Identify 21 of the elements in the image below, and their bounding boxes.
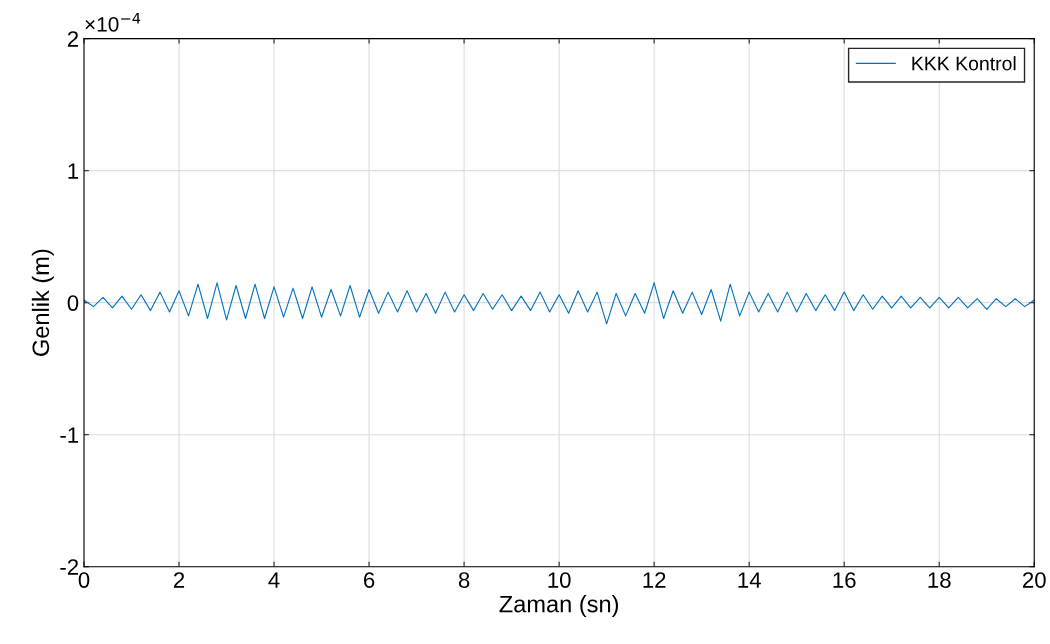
text: ×10$^{−4}$ <box>85 12 141 32</box>
y-tick-label: -1 <box>60 427 79 443</box>
line-series <box>84 282 1035 325</box>
x-tick-label: 6 <box>364 572 375 588</box>
x-tick-label: 14 <box>738 572 761 588</box>
x-tick-label: 8 <box>458 572 470 588</box>
x-tick-label: 20 <box>1023 572 1046 588</box>
x-tick-label: 16 <box>833 572 856 588</box>
x-axis-title: Zaman (sn) <box>499 595 619 618</box>
x-tick-label: 12 <box>643 572 666 588</box>
y-tick-label: 2 <box>67 31 79 47</box>
y-tick-label: 1 <box>68 163 79 179</box>
y-tick-label: -2 <box>60 559 79 575</box>
x-tick-label: 0 <box>78 572 90 588</box>
x-tick-label: 10 <box>548 572 571 588</box>
legend-label: KKK Kontrol <box>912 56 1016 71</box>
y-axis-title: Genlik (m) <box>31 249 54 356</box>
x-tick-label: 4 <box>268 572 280 588</box>
y-tick-label: 0 <box>67 295 79 311</box>
x-tick-label: 18 <box>928 572 951 588</box>
x-tick-label: 2 <box>173 572 185 588</box>
